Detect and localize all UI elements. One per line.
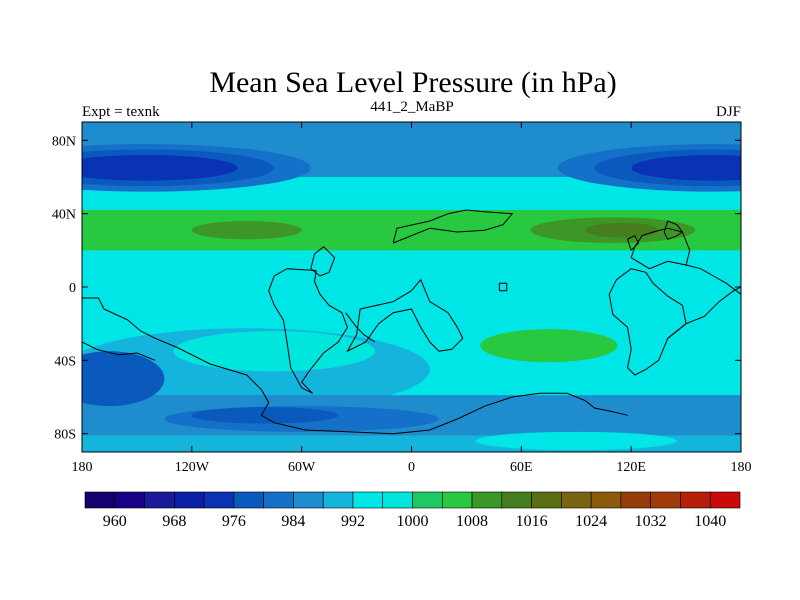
colorbar-box	[620, 491, 651, 509]
subtitle-right: DJF	[716, 104, 741, 120]
coastline-12	[498, 282, 508, 292]
colorbar-box	[650, 491, 681, 509]
colorbar-label: 992	[341, 513, 365, 530]
field-region-low-asia-3	[631, 155, 741, 181]
x-tick-label: 0	[408, 460, 415, 475]
x-tick-label: 180	[731, 460, 752, 475]
map-plot: 180 120W 60W 0 60E 120E 180 80N 40N 0 40S 80S	[52, 121, 752, 475]
x-tick-label: 60W	[288, 460, 316, 475]
colorbar-box	[561, 491, 592, 509]
y-tick-label: 0	[69, 281, 76, 296]
pressure-field	[82, 122, 741, 452]
coastline-13	[345, 312, 376, 343]
y-tick-label: 40N	[52, 208, 76, 223]
colorbar-box	[84, 491, 116, 509]
colorbar-label: 1040	[694, 513, 726, 530]
colorbar-label: 984	[281, 513, 305, 530]
coastline-1	[82, 341, 156, 361]
y-tick-label: 40S	[54, 354, 76, 369]
coastline-2	[268, 268, 348, 394]
colorbar-label: 1024	[575, 513, 607, 530]
coastline-9	[685, 264, 741, 295]
colorbar-box	[144, 491, 175, 509]
y-tick-label: 80S	[54, 428, 76, 443]
colorbar-box	[114, 491, 145, 509]
y-axis: 80N 40N 0 40S 80S	[52, 134, 741, 443]
field-region-south-pacific-high	[173, 331, 375, 372]
x-tick-label: 180	[72, 460, 93, 475]
colorbar-box	[174, 491, 205, 509]
x-tick-label: 120W	[175, 460, 210, 475]
coastline-5	[310, 246, 336, 277]
colorbar-box	[382, 491, 413, 509]
colorbar-box	[322, 491, 354, 509]
colorbar-label: 976	[222, 513, 246, 530]
colorbar-label: 968	[162, 513, 186, 530]
colorbar-box	[531, 491, 562, 509]
field-region-west-pacific-low	[82, 351, 165, 407]
x-tick-label: 60E	[510, 460, 533, 475]
field-region-indian-ocean-high	[480, 329, 618, 363]
colorbar-box	[263, 491, 294, 509]
subtitle-center: 441_2_MaBP	[370, 99, 453, 115]
coastline-6	[608, 268, 687, 376]
colorbar-box	[293, 491, 324, 509]
colorbar-box	[203, 491, 235, 509]
x-tick-label: 120E	[616, 460, 646, 475]
field-region-southern-trough-3	[191, 407, 339, 424]
field-region-low-pacific-3	[82, 155, 238, 181]
colorbar-box	[709, 491, 741, 509]
colorbar-label: 1016	[516, 513, 548, 530]
colorbar-box	[471, 491, 503, 509]
field-region-subtropical-ridge-north-peak	[585, 222, 659, 238]
colorbar: 960 968 976 984 992 1000 1008 1016 1024 1032 1040	[84, 491, 741, 530]
colorbar-box	[352, 491, 384, 509]
colorbar-box	[441, 491, 473, 509]
chart-title: Mean Sea Level Pressure (in hPa)	[209, 66, 616, 99]
coastline-3	[392, 209, 514, 244]
y-tick-label: 80N	[52, 134, 76, 149]
colorbar-label: 1032	[635, 513, 667, 530]
colorbar-box	[412, 491, 443, 509]
colorbar-box	[680, 491, 711, 509]
coastline-11	[626, 235, 640, 251]
subtitle-left: Expt = texnk	[82, 104, 160, 120]
colorbar-label: 960	[103, 513, 127, 530]
coastlines	[82, 209, 741, 435]
coastline-4	[346, 278, 464, 353]
coastline-0	[82, 297, 628, 435]
coastline-10	[663, 220, 684, 240]
colorbar-label: 1008	[456, 513, 488, 530]
field-region-antarctic-high	[475, 431, 677, 451]
colorbar-box	[233, 491, 264, 509]
field-region-subtropical-ridge-north-core	[191, 221, 302, 240]
colorbar-box	[590, 491, 622, 509]
x-axis: 180 120W 60W 0 60E 120E 180	[72, 122, 752, 475]
colorbar-label: 1000	[397, 513, 429, 530]
colorbar-box	[501, 491, 532, 509]
